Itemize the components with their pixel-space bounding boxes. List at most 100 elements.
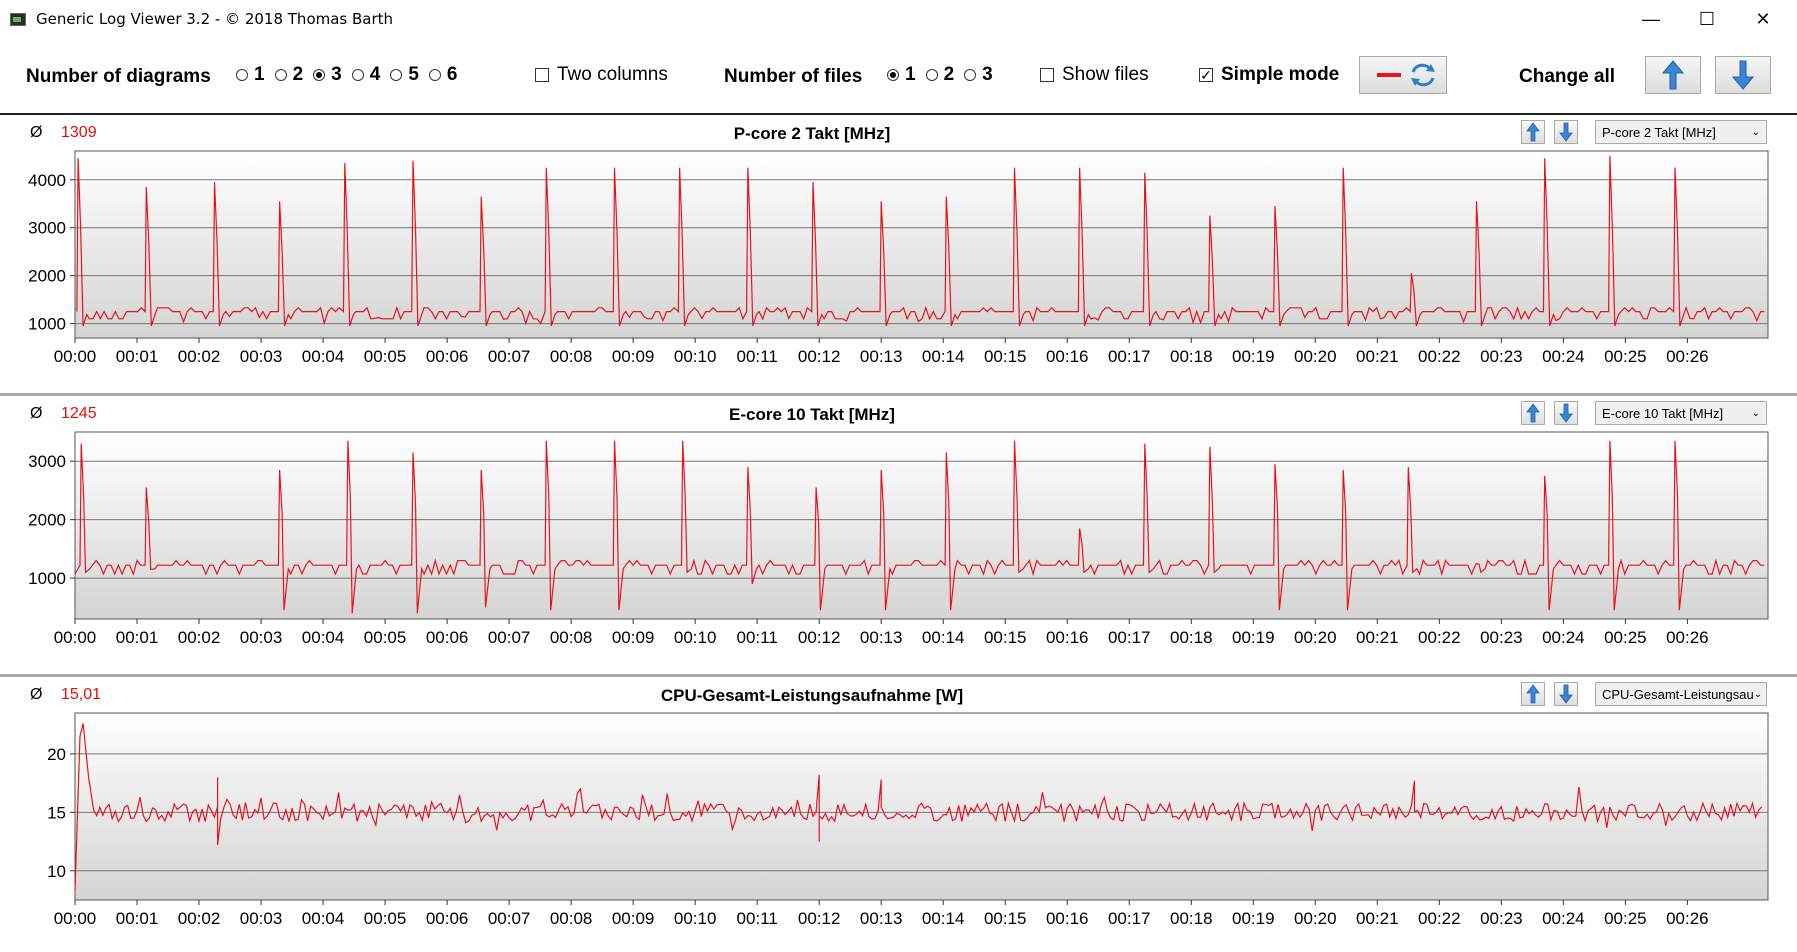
x-tick-label: 00:26: [1666, 347, 1709, 366]
diagram-radio-1[interactable]: 1: [236, 64, 265, 86]
x-tick-label: 00:08: [550, 628, 593, 647]
diagram-title: E-core 10 Takt [MHz]: [729, 405, 895, 424]
file-radio-1[interactable]: 1: [887, 64, 916, 86]
y-tick-label: 2000: [28, 267, 66, 286]
x-tick-label: 00:09: [612, 347, 655, 366]
x-tick-label: 00:20: [1294, 628, 1337, 647]
move-diagram-up-button[interactable]: [1521, 120, 1545, 144]
arrow-up-icon: [1661, 60, 1685, 90]
x-tick-label: 00:19: [1232, 909, 1275, 928]
x-tick-label: 00:11: [737, 628, 778, 647]
plot-area: [74, 431, 1769, 620]
x-tick-label: 00:25: [1604, 909, 1647, 928]
arrow-down-icon: [1559, 403, 1573, 423]
diagram-radio-2[interactable]: 2: [274, 64, 303, 86]
y-tick-label: 3000: [28, 219, 66, 238]
show-files-checkbox[interactable]: Show files: [1040, 64, 1149, 86]
line-chart: 10 15 20 00:00 00:01 00:02 00:03 00:04 00:05 00:0…: [47, 712, 1769, 928]
y-tick-label: 4000: [28, 171, 66, 190]
x-tick-label: 00:04: [302, 347, 345, 366]
move-diagram-down-button[interactable]: [1554, 120, 1578, 144]
plot-area: [74, 150, 1769, 339]
x-tick-label: 00:05: [364, 628, 407, 647]
x-tick-label: 00:17: [1108, 909, 1151, 928]
file-radio-3[interactable]: 3: [964, 64, 993, 86]
sensor-select[interactable]: E-core 10 Takt [MHz] ⌄: [1595, 401, 1767, 425]
x-tick-label: 00:04: [302, 909, 345, 928]
sensor-select[interactable]: CPU-Gesamt-Leistungsau ⌄: [1595, 682, 1767, 706]
diagram-radio-6[interactable]: 6: [428, 64, 457, 86]
number-of-files-label: Number of files: [724, 66, 863, 87]
diagram-count-radios: 1 2 3 4 5 6: [236, 64, 457, 86]
x-tick-label: 00:26: [1666, 628, 1709, 647]
x-tick-label: 00:15: [984, 628, 1027, 647]
x-tick-label: 00:10: [674, 909, 717, 928]
arrow-up-icon: [1526, 122, 1540, 142]
move-diagram-down-button[interactable]: [1554, 682, 1578, 706]
x-tick-label: 00:14: [922, 347, 965, 366]
minimize-icon[interactable]: —: [1642, 8, 1660, 29]
y-tick-label: 10: [47, 862, 66, 881]
x-tick-label: 00:18: [1170, 628, 1213, 647]
x-tick-label: 00:08: [550, 347, 593, 366]
window-title: Generic Log Viewer 3.2 - © 2018 Thomas B…: [36, 10, 394, 28]
average-value: 1245: [61, 405, 97, 422]
x-tick-label: 00:03: [240, 909, 283, 928]
x-tick-label: 00:07: [488, 347, 531, 366]
move-diagram-down-button[interactable]: [1554, 401, 1578, 425]
x-tick-label: 00:14: [922, 909, 965, 928]
arrow-up-icon: [1526, 684, 1540, 704]
diagram-radio-3[interactable]: 3: [313, 64, 342, 86]
x-tick-label: 00:23: [1480, 628, 1523, 647]
two-columns-checkbox[interactable]: Two columns: [535, 64, 668, 86]
average-symbol: Ø: [30, 405, 43, 422]
x-tick-label: 00:03: [240, 628, 283, 647]
series-line: [74, 723, 1763, 891]
move-diagram-up-button[interactable]: [1521, 401, 1545, 425]
x-tick-label: 00:08: [550, 909, 593, 928]
move-all-down-button[interactable]: [1715, 56, 1771, 94]
x-tick-label: 00:17: [1108, 347, 1151, 366]
x-tick-label: 00:20: [1294, 347, 1337, 366]
x-tick-label: 00:24: [1542, 628, 1585, 647]
x-tick-label: 00:02: [178, 347, 221, 366]
line-color-refresh-button[interactable]: [1359, 56, 1447, 94]
toolbar: Number of diagrams 1 2 3 4 5 6 Two colum…: [0, 38, 1797, 115]
sensor-select[interactable]: P-core 2 Takt [MHz] ⌄: [1595, 120, 1767, 144]
x-tick-label: 00:05: [364, 347, 407, 366]
x-tick-label: 00:07: [488, 628, 531, 647]
x-tick-label: 00:15: [984, 909, 1027, 928]
diagram-radio-4[interactable]: 4: [351, 64, 380, 86]
plot-area: [74, 712, 1769, 901]
x-tick-label: 00:16: [1046, 628, 1089, 647]
x-tick-label: 00:22: [1418, 628, 1461, 647]
x-tick-label: 00:22: [1418, 347, 1461, 366]
maximize-icon[interactable]: ☐: [1698, 8, 1716, 29]
diagram-panel-3: 10 15 20 00:00 00:01 00:02 00:03 00:04 00:05 00:0…: [0, 677, 1797, 952]
y-tick-label: 1000: [28, 315, 66, 334]
x-tick-label: 00:13: [860, 909, 903, 928]
arrow-down-icon: [1731, 60, 1755, 90]
x-tick-label: 00:11: [737, 909, 778, 928]
x-tick-label: 00:17: [1108, 628, 1151, 647]
simple-mode-checkbox[interactable]: ✓ Simple mode: [1199, 64, 1340, 85]
x-tick-label: 00:18: [1170, 909, 1213, 928]
diagram-title: P-core 2 Takt [MHz]: [733, 124, 891, 143]
x-tick-label: 00:00: [54, 909, 97, 928]
x-tick-label: 00:09: [612, 628, 655, 647]
y-tick-label: 15: [47, 803, 66, 822]
x-tick-label: 00:01: [116, 347, 159, 366]
x-tick-label: 00:12: [798, 347, 841, 366]
move-diagram-up-button[interactable]: [1521, 682, 1545, 706]
change-all-label: Change all: [1519, 66, 1616, 87]
chevron-down-icon: ⌄: [1751, 126, 1760, 138]
move-all-up-button[interactable]: [1645, 56, 1701, 94]
file-radio-2[interactable]: 2: [925, 64, 954, 86]
title-bar: Generic Log Viewer 3.2 - © 2018 Thomas B…: [0, 0, 1797, 38]
x-tick-label: 00:23: [1480, 347, 1523, 366]
x-tick-label: 00:01: [116, 628, 159, 647]
x-tick-label: 00:04: [302, 628, 345, 647]
diagram-radio-5[interactable]: 5: [390, 64, 419, 86]
x-tick-label: 00:06: [426, 347, 469, 366]
close-icon[interactable]: ✕: [1755, 8, 1771, 29]
